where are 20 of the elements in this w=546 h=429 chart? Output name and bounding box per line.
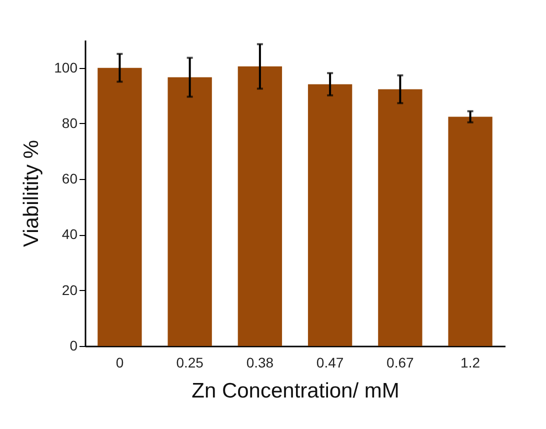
x-tick-label: 0.67 [386,354,414,370]
y-tick-label: 100 [54,59,78,76]
bar [308,84,352,346]
bar [448,116,492,346]
x-tick-label: 0 [116,354,124,370]
bar [238,66,282,346]
bar [98,68,142,346]
y-tick-label: 40 [62,226,78,242]
y-tick-label: 0 [70,338,78,354]
bar [378,89,422,346]
bar [168,77,212,346]
x-axis-title: Zn Concentration/ mM [192,380,400,402]
y-tick-label: 80 [62,114,78,131]
y-tick-label: 60 [62,170,78,187]
y-axis-title: Viabilitity % [20,140,44,247]
x-tick-label: 0.47 [316,354,344,370]
x-tick-label: 0.25 [176,354,204,370]
x-tick-label: 1.2 [460,354,480,370]
x-tick-label: 0.38 [246,354,274,370]
y-tick-label: 20 [62,282,78,298]
